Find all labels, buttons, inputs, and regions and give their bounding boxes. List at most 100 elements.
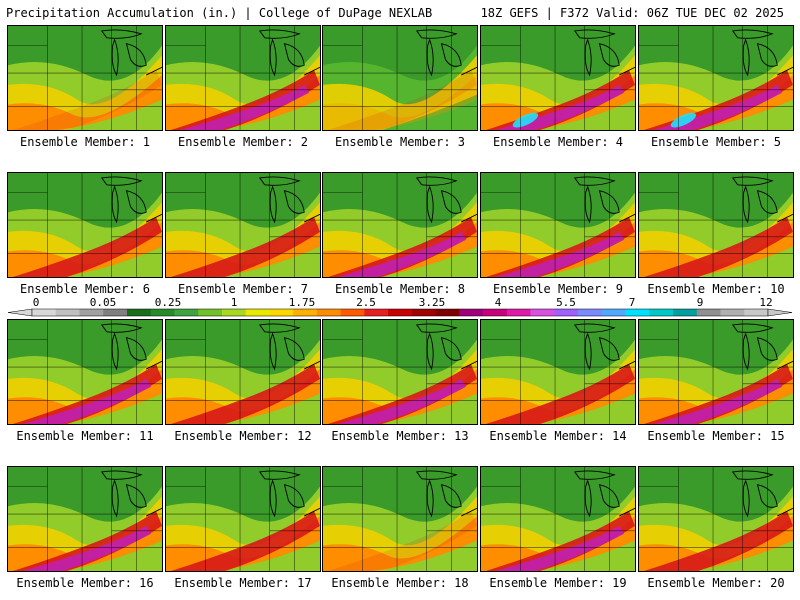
colorbar-segment — [174, 309, 199, 316]
colorbar-tick-label: 1.75 — [289, 296, 316, 309]
ensemble-panel — [480, 319, 636, 425]
colorbar-segment — [340, 309, 365, 316]
colorbar-segment — [32, 309, 57, 316]
colorbar-segment — [316, 309, 341, 316]
colorbar-segment — [744, 309, 769, 316]
colorbar-segment — [411, 309, 436, 316]
colorbar-segment — [483, 309, 508, 316]
precip-map — [639, 26, 793, 130]
colorbar-segment — [293, 309, 318, 316]
ensemble-panel — [7, 25, 163, 131]
panel-label: Ensemble Member: 14 — [489, 429, 627, 443]
precip-map — [639, 320, 793, 424]
colorbar-segment — [103, 309, 128, 316]
colorbar-segment — [79, 309, 104, 316]
colorbar-segment — [150, 309, 175, 316]
colorbar-segment — [245, 309, 270, 316]
colorbar-tick-label: 0 — [33, 296, 40, 309]
precip-map — [323, 173, 477, 277]
colorbar-segment — [625, 309, 650, 316]
ensemble-panel — [480, 466, 636, 572]
panel-label: Ensemble Member: 18 — [331, 576, 469, 590]
colorbar-segment — [55, 309, 80, 316]
colorbar-arrow-left — [8, 308, 33, 317]
panel-label: Ensemble Member: 12 — [174, 429, 312, 443]
colorbar-tick-label: 12 — [759, 296, 772, 309]
colorbar-segment — [601, 309, 626, 316]
panel-label: Ensemble Member: 8 — [334, 282, 466, 296]
colorbar-segment — [364, 309, 389, 316]
panel-label: Ensemble Member: 11 — [16, 429, 154, 443]
colorbar-tick-label: 4 — [495, 296, 502, 309]
panel-label: Ensemble Member: 17 — [174, 576, 312, 590]
colorbar-segment — [506, 309, 531, 316]
ensemble-panel — [7, 319, 163, 425]
colorbar-segment — [126, 309, 152, 316]
colorbar-tick-label: 3.25 — [419, 296, 446, 309]
precip-map — [639, 173, 793, 277]
panel-label: Ensemble Member: 3 — [334, 135, 466, 149]
precip-map — [323, 26, 477, 130]
colorbar-segment — [696, 309, 721, 316]
panel-label: Ensemble Member: 19 — [489, 576, 627, 590]
colorbar-segment — [269, 309, 294, 316]
colorbar-segment — [673, 309, 698, 316]
precip-map — [639, 467, 793, 571]
panel-label: Ensemble Member: 13 — [331, 429, 469, 443]
ensemble-panel — [7, 466, 163, 572]
precip-map — [8, 320, 162, 424]
panel-label: Ensemble Member: 5 — [650, 135, 782, 149]
colorbar-segment — [435, 309, 460, 316]
colorbar-tick-label: 1 — [231, 296, 238, 309]
panel-label: Ensemble Member: 7 — [177, 282, 309, 296]
colorbar-segment — [221, 309, 246, 316]
colorbar-segment — [554, 309, 579, 316]
panel-label: Ensemble Member: 9 — [492, 282, 624, 296]
ensemble-panel — [480, 25, 636, 131]
precip-map — [8, 173, 162, 277]
ensemble-panel — [165, 172, 321, 278]
ensemble-panel — [165, 25, 321, 131]
colorbar-tick-label: 7 — [629, 296, 636, 309]
colorbar-segment — [578, 309, 603, 316]
precip-map — [8, 467, 162, 571]
ensemble-panel — [165, 319, 321, 425]
panel-label: Ensemble Member: 2 — [177, 135, 309, 149]
colorbar-segment — [720, 309, 745, 316]
ensemble-panel — [322, 172, 478, 278]
panel-label: Ensemble Member: 10 — [647, 282, 785, 296]
colorbar: 0 0.05 0.25 1 1.75 2.5 3.25 4 5.5 7 9 12 — [8, 296, 792, 317]
precip-map — [166, 26, 320, 130]
colorbar-segment — [388, 309, 413, 316]
panel-label: Ensemble Member: 15 — [647, 429, 785, 443]
colorbar-tick-label: 0.05 — [90, 296, 117, 309]
panel-label: Ensemble Member: 1 — [19, 135, 151, 149]
precip-map — [481, 26, 635, 130]
colorbar-tick-label: 2.5 — [356, 296, 376, 309]
ensemble-panel — [165, 466, 321, 572]
ensemble-panel — [322, 466, 478, 572]
ensemble-panel — [638, 466, 794, 572]
colorbar-segment — [530, 309, 555, 316]
precip-map — [323, 467, 477, 571]
precip-map — [166, 320, 320, 424]
colorbar-arrow-right — [767, 308, 792, 317]
ensemble-panel — [638, 172, 794, 278]
ensemble-panel — [322, 25, 478, 131]
run-info: 18Z GEFS | F372 Valid: 06Z TUE DEC 02 20… — [480, 6, 784, 20]
colorbar-segment — [649, 309, 674, 316]
ensemble-panel — [480, 172, 636, 278]
precip-map — [166, 173, 320, 277]
panel-label: Ensemble Member: 20 — [647, 576, 785, 590]
precip-map — [8, 26, 162, 130]
precip-map — [481, 467, 635, 571]
colorbar-segment — [459, 309, 484, 316]
ensemble-panel — [322, 319, 478, 425]
colorbar-segment — [198, 309, 223, 316]
precip-map — [481, 320, 635, 424]
precip-map — [166, 467, 320, 571]
colorbar-tick-label: 0.25 — [155, 296, 182, 309]
colorbar-tick-label: 5.5 — [556, 296, 576, 309]
panel-label: Ensemble Member: 4 — [492, 135, 624, 149]
precip-map — [481, 173, 635, 277]
